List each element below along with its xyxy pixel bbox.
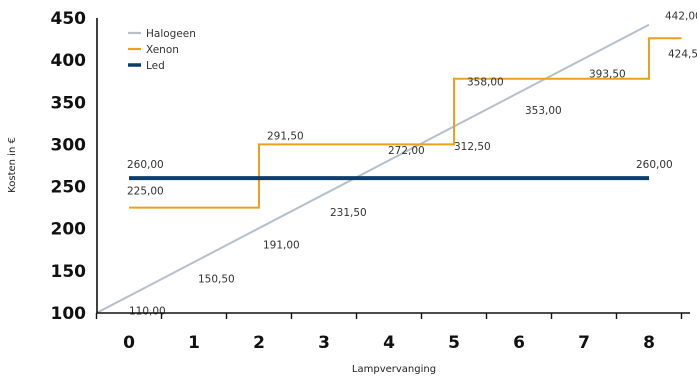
series-line-xenon	[129, 37, 682, 209]
x-tick-label: 6	[513, 333, 525, 353]
y-tick-label: 150	[51, 262, 87, 282]
y-tick-label: 300	[51, 135, 87, 155]
data-label-halogeen: 312,50	[454, 141, 491, 153]
legend-label-led: Led	[146, 60, 165, 72]
data-label-halogeen: 272,00	[388, 145, 425, 157]
legend-label-xenon: Xenon	[146, 44, 179, 56]
data-label-halogeen: 393,50	[589, 69, 626, 81]
data-label-xenon: 358,00	[467, 77, 504, 89]
data-label-halogeen: 191,00	[263, 239, 300, 251]
x-tick-label: 0	[123, 333, 135, 353]
data-labels: 110,00 150,50 191,00 231,50 272,00 312,50 353,…	[127, 11, 697, 318]
x-tick-label: 7	[578, 333, 590, 353]
data-label-halogeen: 353,00	[525, 105, 562, 117]
data-label-halogeen: 110,00	[129, 306, 166, 318]
series-layer	[96, 23, 682, 314]
y-tick-label: 450	[51, 9, 87, 29]
x-axis-title: Lampvervanging	[352, 364, 436, 375]
x-tick-label: 1	[188, 333, 200, 353]
y-tick-label: 250	[51, 178, 87, 198]
x-tick-label: 8	[643, 333, 655, 353]
legend-label-halogeen: Halogeen	[146, 28, 196, 40]
data-label-led: 260,00	[127, 159, 164, 171]
y-tick-label: 350	[51, 93, 87, 113]
data-label-halogeen: 150,50	[198, 273, 235, 285]
axes	[95, 18, 690, 319]
y-tick-label: 200	[51, 220, 87, 240]
y-axis-title: Kosten in €	[7, 137, 18, 193]
data-label-halogeen: 442,00	[665, 11, 697, 23]
x-tick-label: 5	[448, 333, 460, 353]
data-label-led: 260,00	[636, 159, 673, 171]
y-tick-labels: 100 150 200 250 300 350 400 450	[51, 9, 87, 324]
data-label-halogeen: 231,50	[330, 207, 367, 219]
data-label-xenon: 225,00	[127, 186, 164, 198]
x-tick-labels: 0 1 2 3 4 5 6 7 8	[123, 333, 655, 353]
legend: Halogeen Xenon Led	[128, 28, 196, 72]
x-tick-label: 3	[318, 333, 330, 353]
data-label-xenon: 291,50	[267, 131, 304, 143]
y-tick-label: 400	[51, 51, 87, 71]
y-tick-label: 100	[51, 304, 87, 324]
x-tick-label: 4	[383, 333, 395, 353]
x-tick-label: 2	[253, 333, 265, 353]
data-label-xenon: 424,50	[668, 48, 697, 60]
series-line-halogeen	[96, 23, 650, 314]
